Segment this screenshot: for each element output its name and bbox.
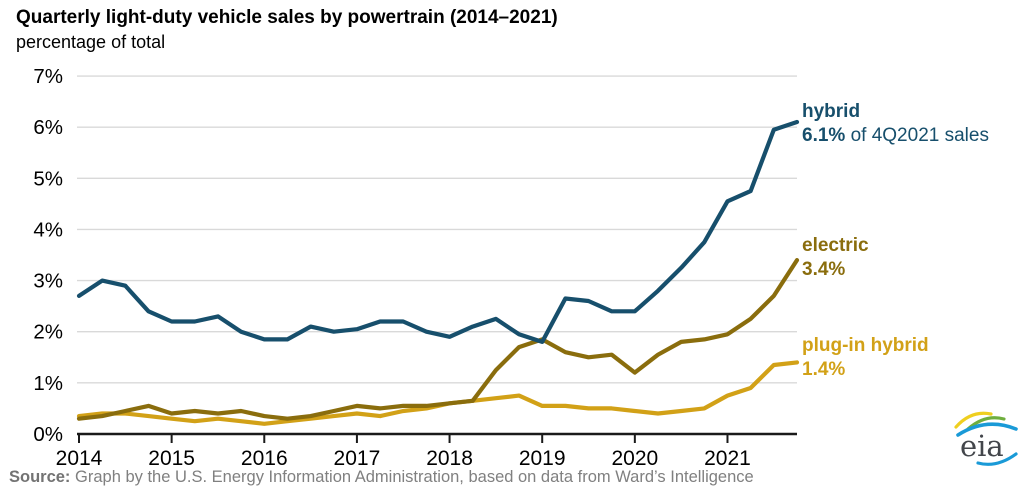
x-tick-label: 2021 — [704, 447, 751, 470]
series-value-electric: 3.4% — [802, 259, 846, 280]
series-label-hybrid: hybrid 6.1% of 4Q2021 sales — [802, 100, 989, 148]
source-label: Source: — [9, 468, 71, 486]
eia-logo-blue-swoosh — [956, 422, 1018, 437]
series-name-electric: electric — [802, 235, 869, 256]
series-name-hybrid: hybrid — [802, 101, 861, 122]
eia-logo-bottom-swoosh — [976, 452, 1018, 466]
y-tick-label: 4% — [33, 218, 63, 241]
eia-logo: eia — [954, 411, 1018, 466]
x-tick-label: 2020 — [611, 447, 658, 470]
eia-logo-text: eia — [960, 429, 1004, 463]
series-line-electric — [76, 258, 800, 421]
y-tick-label: 3% — [33, 270, 63, 293]
x-tick-label: 2019 — [519, 447, 566, 470]
x-tick-label: 2018 — [426, 447, 473, 470]
eia-logo-yellow-swoosh — [954, 411, 993, 429]
series-label-plug-in-hybrid: plug-in hybrid 1.4% — [802, 334, 929, 382]
series-line-hybrid — [76, 119, 800, 344]
series-name-plug-in-hybrid: plug-in hybrid — [802, 335, 929, 356]
series-value-hybrid: 6.1% of 4Q2021 sales — [802, 125, 989, 146]
y-tick-label: 7% — [33, 65, 63, 88]
x-tick-label: 2015 — [148, 447, 195, 470]
y-tick-label: 1% — [33, 372, 63, 395]
chart-subtitle: percentage of total — [16, 32, 166, 52]
y-tick-label: 2% — [33, 321, 63, 344]
x-tick-label: 2014 — [56, 447, 103, 470]
x-tick-label: 2017 — [334, 447, 381, 470]
series-line-plug-in-hybrid — [76, 360, 800, 426]
chart-title: Quarterly light-duty vehicle sales by po… — [16, 7, 558, 28]
series-label-electric: electric 3.4% — [802, 234, 869, 282]
source-note: Source: Graph by the U.S. Energy Informa… — [9, 468, 754, 487]
y-tick-label: 6% — [33, 116, 63, 139]
series-value-plug-in-hybrid: 1.4% — [802, 359, 846, 380]
y-tick-label: 5% — [33, 167, 63, 190]
source-text: Graph by the U.S. Energy Information Adm… — [70, 468, 754, 486]
y-tick-label: 0% — [33, 423, 63, 446]
x-tick-label: 2016 — [241, 447, 288, 470]
